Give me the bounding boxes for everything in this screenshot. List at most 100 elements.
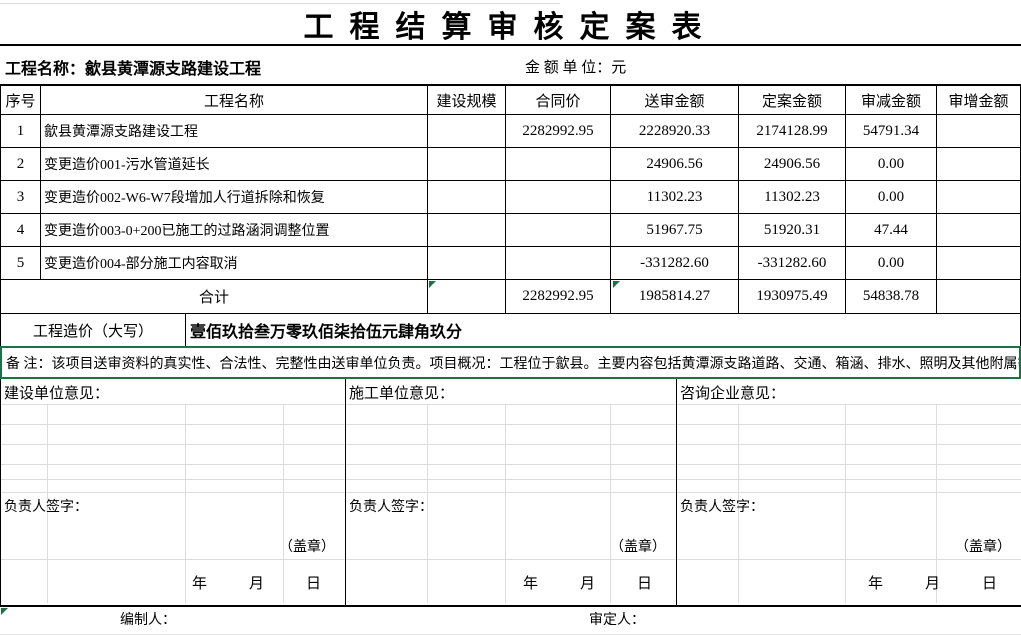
cell-contract[interactable] [506, 247, 611, 280]
year-label: 年 [191, 575, 207, 592]
compiler-label[interactable]: 编制人： [120, 613, 176, 628]
opinions-section: 建设单位意见： 负责人签字： （盖章） 年 月 日 施工单位意见： 负责人签字：… [0, 379, 1021, 607]
seal-label: （盖章） [955, 540, 1011, 555]
cell-no[interactable]: 3 [1, 181, 41, 214]
cell-finalized[interactable]: -331282.60 [739, 247, 846, 280]
cell-submitted[interactable]: 11302.23 [611, 181, 739, 214]
gridline [0, 492, 1021, 493]
amount-in-words-label[interactable]: 工程造价（大写） [1, 314, 186, 346]
gridline [47, 404, 48, 603]
gridline [505, 404, 506, 603]
cell-increased[interactable] [937, 247, 1020, 280]
footer-row: 编制人： 审定人： [0, 607, 1021, 635]
cell-no[interactable]: 4 [1, 214, 41, 247]
cell-contract[interactable] [506, 148, 611, 181]
gridline [283, 404, 284, 603]
opinion-box-contractor[interactable]: 施工单位意见： 负责人签字： （盖章） 年 月 日 [345, 379, 676, 605]
cell-contract[interactable] [506, 214, 611, 247]
cell-submitted[interactable]: 2228920.33 [611, 115, 739, 148]
opinion-title: 建设单位意见： [4, 386, 110, 402]
total-reduced-cell[interactable]: 54838.78 [846, 280, 937, 313]
opinion-title: 咨询企业意见： [680, 386, 786, 402]
cell-project-name[interactable]: 变更造价001-污水管道延长 [41, 148, 428, 181]
settlement-table: 序号 工程名称 建设规模 合同价 送审金额 定案金额 审减金额 审增金额 1 歙… [0, 84, 1021, 314]
header-submitted-amount[interactable]: 送审金额 [611, 86, 739, 115]
cell-scale[interactable] [428, 214, 506, 247]
month-label: 月 [924, 575, 940, 592]
cell-increased[interactable] [937, 214, 1020, 247]
cell-increased[interactable] [937, 148, 1020, 181]
cell-reduced[interactable]: 0.00 [846, 181, 937, 214]
seal-label: （盖章） [610, 540, 666, 555]
total-contract-cell[interactable]: 2282992.95 [506, 280, 611, 313]
total-scale-cell[interactable] [428, 280, 506, 313]
cell-reduced[interactable]: 54791.34 [846, 115, 937, 148]
gridline [0, 444, 1021, 445]
year-label: 年 [867, 575, 883, 592]
auditor-label[interactable]: 审定人： [589, 613, 645, 628]
seal-label: （盖章） [279, 540, 335, 555]
amount-in-words-value[interactable]: 壹佰玖拾叁万零玖佰柒拾伍元肆角玖分 [190, 324, 463, 341]
gridline [845, 404, 846, 603]
header-project-name[interactable]: 工程名称 [41, 86, 428, 115]
cell-increased[interactable] [937, 115, 1020, 148]
cell-no[interactable]: 1 [1, 115, 41, 148]
header-increased-amount[interactable]: 审增金额 [937, 86, 1020, 115]
cell-contract[interactable]: 2282992.95 [506, 115, 611, 148]
opinion-box-construction-unit[interactable]: 建设单位意见： 负责人签字： （盖章） 年 月 日 [0, 379, 345, 605]
cell-reduced[interactable]: 47.44 [846, 214, 937, 247]
page-title: 工程结算审核定案表 [0, 3, 1021, 46]
gridline [0, 479, 1021, 480]
cell-project-name[interactable]: 歙县黄潭源支路建设工程 [41, 115, 428, 148]
cell-project-name[interactable]: 变更造价002-W6-W7段增加人行道拆除和恢复 [41, 181, 428, 214]
gridline [185, 404, 186, 603]
date-line: 年 月 日 [1, 559, 345, 605]
month-label: 月 [579, 575, 595, 592]
cell-reduced[interactable]: 0.00 [846, 247, 937, 280]
header-reduced-amount[interactable]: 审减金额 [846, 86, 937, 115]
cell-submitted[interactable]: 24906.56 [611, 148, 739, 181]
sign-label: 负责人签字： [349, 500, 433, 515]
cell-scale[interactable] [428, 181, 506, 214]
cell-project-name[interactable]: 变更造价004-部分施工内容取消 [41, 247, 428, 280]
date-line: 年 月 日 [346, 559, 676, 605]
cell-scale[interactable] [428, 247, 506, 280]
month-label: 月 [248, 575, 264, 592]
sign-label: 负责人签字： [680, 500, 764, 515]
cell-project-name[interactable]: 变更造价003-0+200已施工的过路涵洞调整位置 [41, 214, 428, 247]
total-label-cell[interactable]: 合计 [1, 280, 428, 313]
opinion-title: 施工单位意见： [349, 386, 455, 402]
cell-reduced[interactable]: 0.00 [846, 148, 937, 181]
cell-no[interactable]: 5 [1, 247, 41, 280]
cell-finalized[interactable]: 51920.31 [739, 214, 846, 247]
cell-submitted[interactable]: -331282.60 [611, 247, 739, 280]
gridline [610, 404, 611, 603]
gridline [0, 559, 1021, 560]
total-submitted-cell[interactable]: 1985814.27 [611, 280, 739, 313]
gridline [427, 404, 428, 603]
total-increased-cell[interactable] [937, 280, 1020, 313]
opinion-box-consulting-firm[interactable]: 咨询企业意见： 负责人签字： （盖章） 年 月 日 [676, 379, 1021, 605]
cell-submitted[interactable]: 51967.75 [611, 214, 739, 247]
cell-scale[interactable] [428, 115, 506, 148]
gridline [936, 404, 937, 603]
sheet-body: 序号 工程名称 建设规模 合同价 送审金额 定案金额 审减金额 审增金额 1 歙… [0, 84, 1021, 635]
header-contract-price[interactable]: 合同价 [506, 86, 611, 115]
day-label: 日 [305, 575, 321, 592]
cell-finalized[interactable]: 24906.56 [739, 148, 846, 181]
cell-scale[interactable] [428, 148, 506, 181]
comment-marker-icon [1, 608, 8, 615]
cell-finalized[interactable]: 11302.23 [739, 181, 846, 214]
cell-no[interactable]: 2 [1, 148, 41, 181]
gridline [0, 464, 1021, 465]
cell-increased[interactable] [937, 181, 1020, 214]
comment-marker-icon [613, 281, 620, 288]
cell-contract[interactable] [506, 181, 611, 214]
header-finalized-amount[interactable]: 定案金额 [739, 86, 846, 115]
total-finalized-cell[interactable]: 1930975.49 [739, 280, 846, 313]
header-scale[interactable]: 建设规模 [428, 86, 506, 115]
note-cell-selected[interactable]: 备 注：该项目送审资料的真实性、合法性、完整性由送审单位负责。项目概况：工程位于… [0, 346, 1021, 379]
header-no[interactable]: 序号 [1, 86, 41, 115]
cell-finalized[interactable]: 2174128.99 [739, 115, 846, 148]
